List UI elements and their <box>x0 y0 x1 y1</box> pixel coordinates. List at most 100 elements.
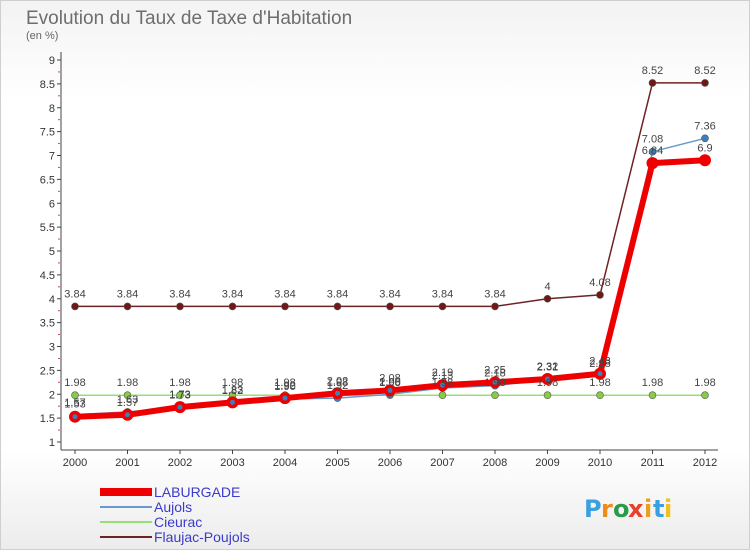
data-label: 2.32 <box>537 361 558 373</box>
data-point <box>438 302 447 311</box>
chart-subtitle: (en %) <box>26 30 58 42</box>
data-label: 3.84 <box>432 288 453 300</box>
series-line-flaujac-poujols <box>75 82 705 308</box>
x-tick-label: 2005 <box>325 457 349 469</box>
y-tick-label: 5.5 <box>40 222 55 234</box>
data-point <box>701 134 709 143</box>
y-tick-label: 6 <box>49 198 55 210</box>
data-label: 7.36 <box>694 120 715 132</box>
data-point <box>648 391 657 400</box>
data-point <box>699 154 711 167</box>
data-point <box>596 291 604 299</box>
y-tick-label: 2 <box>49 389 55 401</box>
data-point-inner <box>177 404 183 410</box>
x-tick-label: 2003 <box>220 457 244 469</box>
data-point-inner <box>597 371 603 377</box>
data-label: 3.84 <box>379 288 400 300</box>
data-label: 2.13 <box>432 370 453 382</box>
data-label: 2.02 <box>327 375 348 387</box>
x-tick-label: 2002 <box>168 457 192 469</box>
x-tick-label: 2009 <box>535 457 559 469</box>
x-tick-label: 2011 <box>641 457 665 469</box>
data-point <box>543 294 552 303</box>
data-label: 2.31 <box>537 361 558 373</box>
data-point <box>281 302 289 311</box>
y-tick-label: 5 <box>49 246 55 258</box>
data-label: 1.63 <box>117 394 138 406</box>
data-label: 1.98 <box>694 377 715 389</box>
data-point <box>701 391 709 400</box>
data-label: 1.83 <box>222 384 243 396</box>
data-label: 1.98 <box>642 377 663 389</box>
data-label: 2.08 <box>379 372 400 384</box>
data-point <box>596 391 604 400</box>
chart-title: Evolution du Taux de Taxe d'Habitation <box>26 8 352 29</box>
data-point <box>123 302 132 311</box>
axes: 1 1.5 2 2.5 3 3.5 4 4.5 5 5.5 6 6.5 7 7.5 8 8.5 9 2000 200… <box>40 52 718 469</box>
data-label: 3.84 <box>274 288 295 300</box>
data-point <box>438 391 447 400</box>
y-tick-label: 6.5 <box>40 174 55 186</box>
data-label: 3.84 <box>117 288 138 300</box>
x-tick-label: 2006 <box>378 457 402 469</box>
logo-letter: i <box>664 495 672 523</box>
data-label: 6.84 <box>642 145 663 157</box>
data-point <box>646 157 659 170</box>
data-label: 4 <box>544 281 550 293</box>
data-label: 1.82 <box>222 385 243 397</box>
y-tick-label: 7.5 <box>40 127 55 139</box>
logo-letter: t <box>653 495 664 523</box>
data-point <box>123 391 132 400</box>
data-label: 6.9 <box>697 142 712 154</box>
data-label: 2.43 <box>589 356 610 368</box>
series-layer <box>69 79 711 423</box>
data-point-inner <box>335 390 340 396</box>
data-label: 3.84 <box>484 288 505 300</box>
data-label: 2.00 <box>379 376 400 388</box>
data-label: 4.08 <box>589 277 610 289</box>
y-tick-label: 8.5 <box>40 79 55 91</box>
data-point-inner <box>545 376 550 382</box>
data-label: 8.52 <box>642 65 663 77</box>
data-point-inner <box>387 387 393 393</box>
legend-label: Flaujac-Poujols <box>154 529 250 545</box>
data-point-inner <box>440 382 445 388</box>
x-tick-label: 2000 <box>63 457 87 469</box>
data-label: 1.57 <box>64 397 85 409</box>
data-label: 1.92 <box>274 380 295 392</box>
x-tick-label: 2007 <box>430 457 454 469</box>
data-label: 3.84 <box>64 288 85 300</box>
data-point <box>333 302 342 311</box>
data-label: 1.98 <box>327 377 348 389</box>
y-tick-label: 8 <box>49 103 55 115</box>
data-label: 1.53 <box>64 399 85 411</box>
data-point <box>228 302 237 311</box>
data-point <box>543 391 552 400</box>
data-point <box>386 302 394 311</box>
legend-label: LABURGADE <box>154 484 240 500</box>
y-tick-label: 3.5 <box>40 318 55 330</box>
data-label: 1.98 <box>379 377 400 389</box>
x-tick-label: 2012 <box>693 457 717 469</box>
legend-label: Aujols <box>154 499 192 515</box>
data-point <box>648 79 657 87</box>
data-point <box>176 302 184 311</box>
y-tick-label: 7 <box>49 151 55 163</box>
data-label: 1.98 <box>589 377 610 389</box>
data-label: 1.98 <box>64 377 85 389</box>
data-label: 1.98 <box>222 377 243 389</box>
data-labels: 3.84 3.84 3.84 3.84 3.84 3.84 3.84 3.84 3.84 4 4.0… <box>64 65 715 411</box>
data-point <box>648 147 657 156</box>
data-label: 3.84 <box>169 288 190 300</box>
data-label: 1.98 <box>537 377 558 389</box>
data-point <box>491 391 499 400</box>
logo-letter: o <box>613 495 630 523</box>
data-label: 1.98 <box>484 377 505 389</box>
legend-label: Cieurac <box>154 514 202 530</box>
data-label: 1.98 <box>274 377 295 389</box>
data-label: 1.98 <box>169 377 190 389</box>
logo-letter: x <box>628 495 644 523</box>
logo-letter: P <box>584 495 602 523</box>
